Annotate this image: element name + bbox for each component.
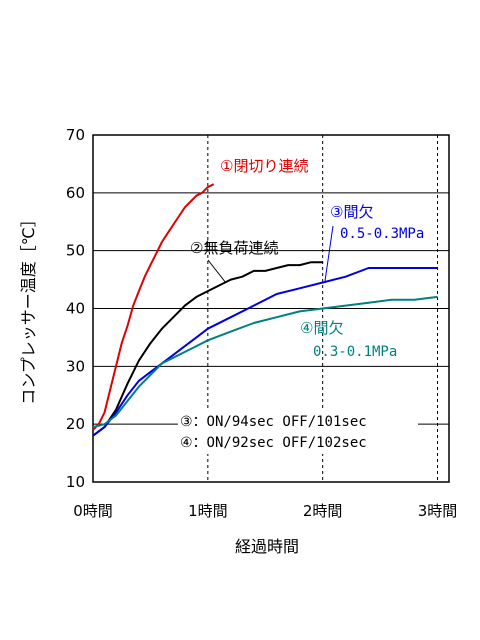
series-label-3: ③間欠: [330, 203, 373, 221]
series-label-3-sub: 0.5-0.3MPa: [340, 226, 424, 242]
y-tick-label: 50: [66, 242, 85, 260]
series-label-3-leader: [324, 225, 334, 282]
y-tick-label: 60: [66, 184, 85, 202]
y-tick-label: 20: [66, 415, 85, 433]
x-tick-label: 2時間: [303, 502, 343, 520]
series-lines: [92, 183, 438, 437]
series-label-4: ④間欠: [300, 319, 343, 337]
series-line-3: [92, 267, 438, 437]
y-axis-title: コンプレッサー温度［℃］: [19, 211, 38, 405]
y-tick-label: 70: [66, 126, 85, 144]
x-tick-label: 3時間: [418, 502, 458, 520]
notes-background: [178, 410, 418, 454]
series-label-1: ①閉切り連続: [220, 157, 308, 175]
y-tick-label: 30: [66, 357, 85, 375]
series-label-2-leader: [207, 259, 227, 284]
x-tick-label: 1時間: [188, 502, 228, 520]
series-line-1: [92, 183, 215, 431]
note-4: ④：ON/92sec OFF/102sec: [180, 435, 367, 451]
plot-frame: [92, 134, 450, 483]
series-line-2: [92, 261, 323, 437]
x-tick-label: 0時間: [73, 502, 113, 520]
series-label-4-sub: 0.3-0.1MPa: [313, 344, 397, 360]
x-tick-labels: 0時間 1時間 2時間 3時間: [73, 502, 457, 520]
x-axis-title: 経過時間: [235, 537, 299, 556]
y-tick-label: 10: [66, 473, 85, 491]
note-3: ③：ON/94sec OFF/101sec: [180, 414, 367, 430]
series-label-2: ②無負荷連続: [190, 239, 278, 257]
y-tick-label: 40: [66, 300, 85, 318]
y-tick-labels: 10 20 30 40 50 60 70: [66, 126, 85, 491]
series-line-4: [92, 295, 438, 429]
